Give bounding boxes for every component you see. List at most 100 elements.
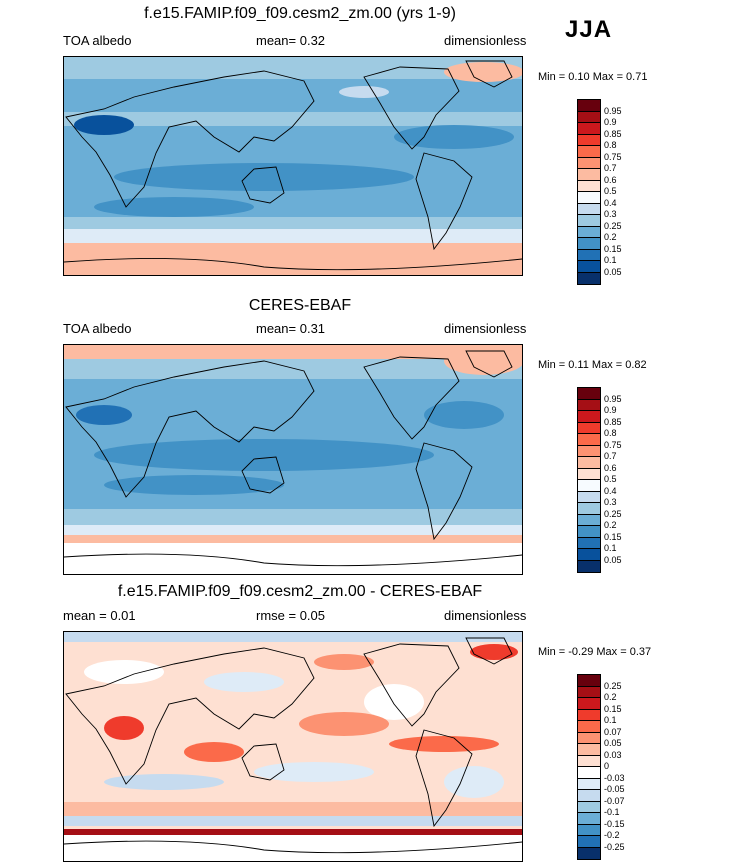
colorbar-tick-label: 0.3 — [604, 209, 617, 219]
panel3-rmse: rmse = 0.05 — [256, 608, 326, 623]
colorbar-swatch — [578, 813, 600, 825]
colorbar-swatch — [578, 146, 600, 158]
colorbar-tick-label: 0.15 — [604, 703, 622, 714]
colorbar-swatch — [578, 767, 600, 779]
colorbar-tick-label: 0.1 — [604, 255, 617, 265]
colorbar-swatch — [578, 215, 600, 227]
panel2-map — [63, 344, 523, 575]
colorbar-tick-label: 0.05 — [604, 738, 622, 748]
colorbar-swatch — [578, 824, 600, 836]
colorbar-swatch — [578, 744, 600, 756]
colorbar-tick-label: 0.25 — [604, 680, 622, 691]
colorbar-swatch — [578, 111, 600, 123]
panel1-map-svg — [64, 57, 522, 275]
colorbar-tick-label: 0.85 — [604, 128, 622, 139]
colorbar-swatch — [578, 134, 600, 146]
colorbar-tick-label: 0.2 — [604, 232, 617, 242]
colorbar-swatch — [578, 503, 600, 515]
colorbar-tick-label: 0.2 — [604, 520, 617, 530]
colorbar-swatch — [578, 790, 600, 802]
panel3-colorbar — [577, 674, 601, 860]
colorbar-tick-label: 0.8 — [604, 428, 617, 438]
colorbar-tick-label: 0.05 — [604, 554, 622, 565]
colorbar-tick-label: 0.25 — [604, 220, 622, 231]
colorbar-tick-label: 0.95 — [604, 105, 622, 116]
colorbar-swatch — [578, 445, 600, 457]
colorbar-tick-label: 0.5 — [604, 186, 617, 196]
colorbar-tick-label: 0.5 — [604, 474, 617, 484]
colorbar-swatch — [578, 272, 600, 284]
colorbar-tick-label: 0.4 — [604, 197, 617, 208]
colorbar-swatch — [578, 732, 600, 744]
panel2-map-svg — [64, 345, 522, 574]
panel1-map — [63, 56, 523, 276]
colorbar-tick-label: 0.15 — [604, 243, 622, 254]
panel3-map — [63, 631, 523, 862]
panel1-colorbar — [577, 99, 601, 285]
colorbar-tick-label: 0.85 — [604, 416, 622, 427]
colorbar-swatch — [578, 514, 600, 526]
colorbar-swatch — [578, 549, 600, 561]
colorbar-swatch — [578, 778, 600, 790]
panel2-colorbar — [577, 387, 601, 573]
colorbar-swatch — [578, 698, 600, 710]
colorbar-swatch — [578, 480, 600, 492]
colorbar-swatch — [578, 388, 600, 400]
colorbar-tick-label: 0.4 — [604, 485, 617, 496]
panel1-title: f.e15.FAMIP.f09_f09.cesm2_zm.00 (yrs 1-9… — [144, 5, 456, 22]
colorbar-swatch — [578, 226, 600, 238]
panel3-map-svg — [64, 632, 522, 861]
colorbar-swatch — [578, 675, 600, 687]
colorbar-swatch — [578, 157, 600, 169]
colorbar-swatch — [578, 399, 600, 411]
colorbar-tick-label: -0.2 — [604, 830, 620, 840]
colorbar-tick-label: 0.9 — [604, 117, 617, 127]
colorbar-swatch — [578, 468, 600, 480]
colorbar-swatch — [578, 755, 600, 767]
panel1-mean: mean= 0.32 — [256, 33, 326, 48]
colorbar-tick-label: 0.75 — [604, 151, 622, 162]
colorbar-tick-label: -0.03 — [604, 772, 625, 783]
colorbar-swatch — [578, 560, 600, 572]
colorbar-swatch — [578, 537, 600, 549]
colorbar-tick-label: 0.7 — [604, 163, 617, 173]
colorbar-tick-label: 0.25 — [604, 508, 622, 519]
colorbar-tick-label: 0.7 — [604, 451, 617, 461]
panel2-minmax: Min = 0.11 Max = 0.82 — [538, 359, 647, 371]
colorbar-swatch — [578, 491, 600, 503]
colorbar-tick-label: 0.9 — [604, 405, 617, 415]
colorbar-swatch — [578, 526, 600, 538]
colorbar-tick-label: 0.75 — [604, 439, 622, 450]
colorbar-swatch — [578, 709, 600, 721]
colorbar-tick-label: 0 — [604, 761, 610, 771]
colorbar-tick-label: 0.1 — [604, 715, 617, 725]
panel2-units: dimensionless — [444, 321, 527, 336]
colorbar-tick-label: 0.6 — [604, 174, 617, 185]
colorbar-tick-label: 0.6 — [604, 462, 617, 473]
colorbar-tick-label: -0.07 — [604, 795, 625, 806]
panel3-units: dimensionless — [444, 608, 527, 623]
colorbar-swatch — [578, 434, 600, 446]
colorbar-swatch — [578, 203, 600, 215]
colorbar-tick-label: 0.95 — [604, 393, 622, 404]
colorbar-swatch — [578, 721, 600, 733]
panel1-variable: TOA albedo — [63, 33, 132, 48]
panel3-mean: mean = 0.01 — [63, 608, 136, 623]
panel2-title: CERES-EBAF — [248, 297, 352, 314]
colorbar-tick-label: 0.1 — [604, 543, 617, 553]
colorbar-swatch — [578, 847, 600, 859]
colorbar-tick-label: 0.05 — [604, 266, 622, 277]
colorbar-swatch — [578, 123, 600, 135]
colorbar-tick-label: 0.8 — [604, 140, 617, 150]
colorbar-swatch — [578, 261, 600, 273]
panel3-title: f.e15.FAMIP.f09_f09.cesm2_zm.00 - CERES-… — [117, 583, 483, 600]
panel2-mean: mean= 0.31 — [256, 321, 326, 336]
colorbar-swatch — [578, 836, 600, 848]
colorbar-tick-label: -0.1 — [604, 807, 620, 817]
panel3-minmax: Min = -0.29 Max = 0.37 — [538, 646, 652, 658]
colorbar-tick-label: 0.07 — [604, 726, 622, 737]
colorbar-tick-label: 0.2 — [604, 692, 617, 702]
colorbar-tick-label: -0.25 — [604, 841, 625, 852]
colorbar-swatch — [578, 801, 600, 813]
colorbar-tick-label: -0.15 — [604, 818, 625, 829]
